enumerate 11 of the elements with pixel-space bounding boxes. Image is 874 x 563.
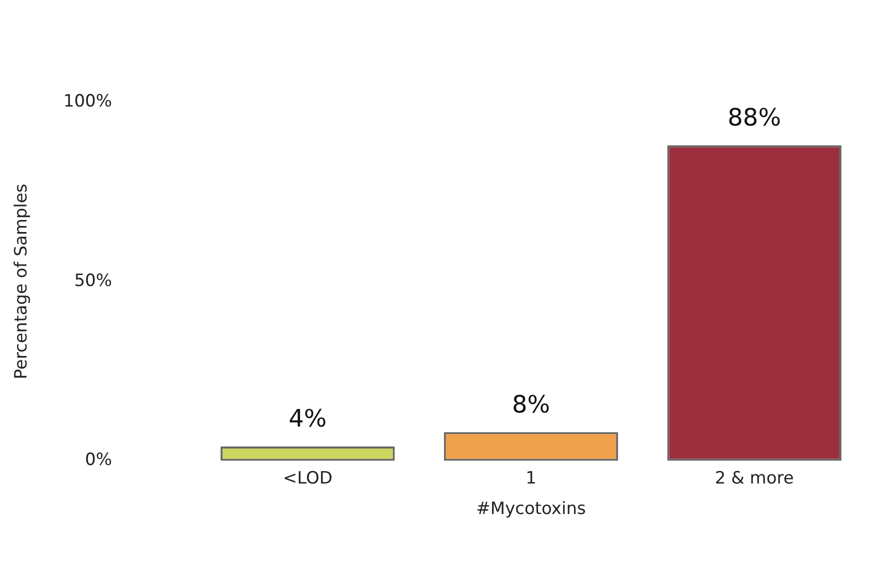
y-axis-title: Percentage of Samples	[12, 184, 32, 380]
x-axis-title: #Mycotoxins	[476, 498, 586, 519]
x-tick-label: <LOD	[282, 468, 332, 488]
y-tick-label: 100%	[63, 92, 112, 112]
y-tick-label: 0%	[85, 450, 112, 470]
data-label: 4%	[288, 404, 327, 433]
x-tick-label: 2 & more	[714, 468, 794, 488]
y-tick-label: 50%	[74, 270, 112, 291]
data-label: 88%	[728, 103, 782, 132]
data-label: 8%	[512, 390, 550, 418]
x-tick-label: 1	[526, 468, 536, 488]
